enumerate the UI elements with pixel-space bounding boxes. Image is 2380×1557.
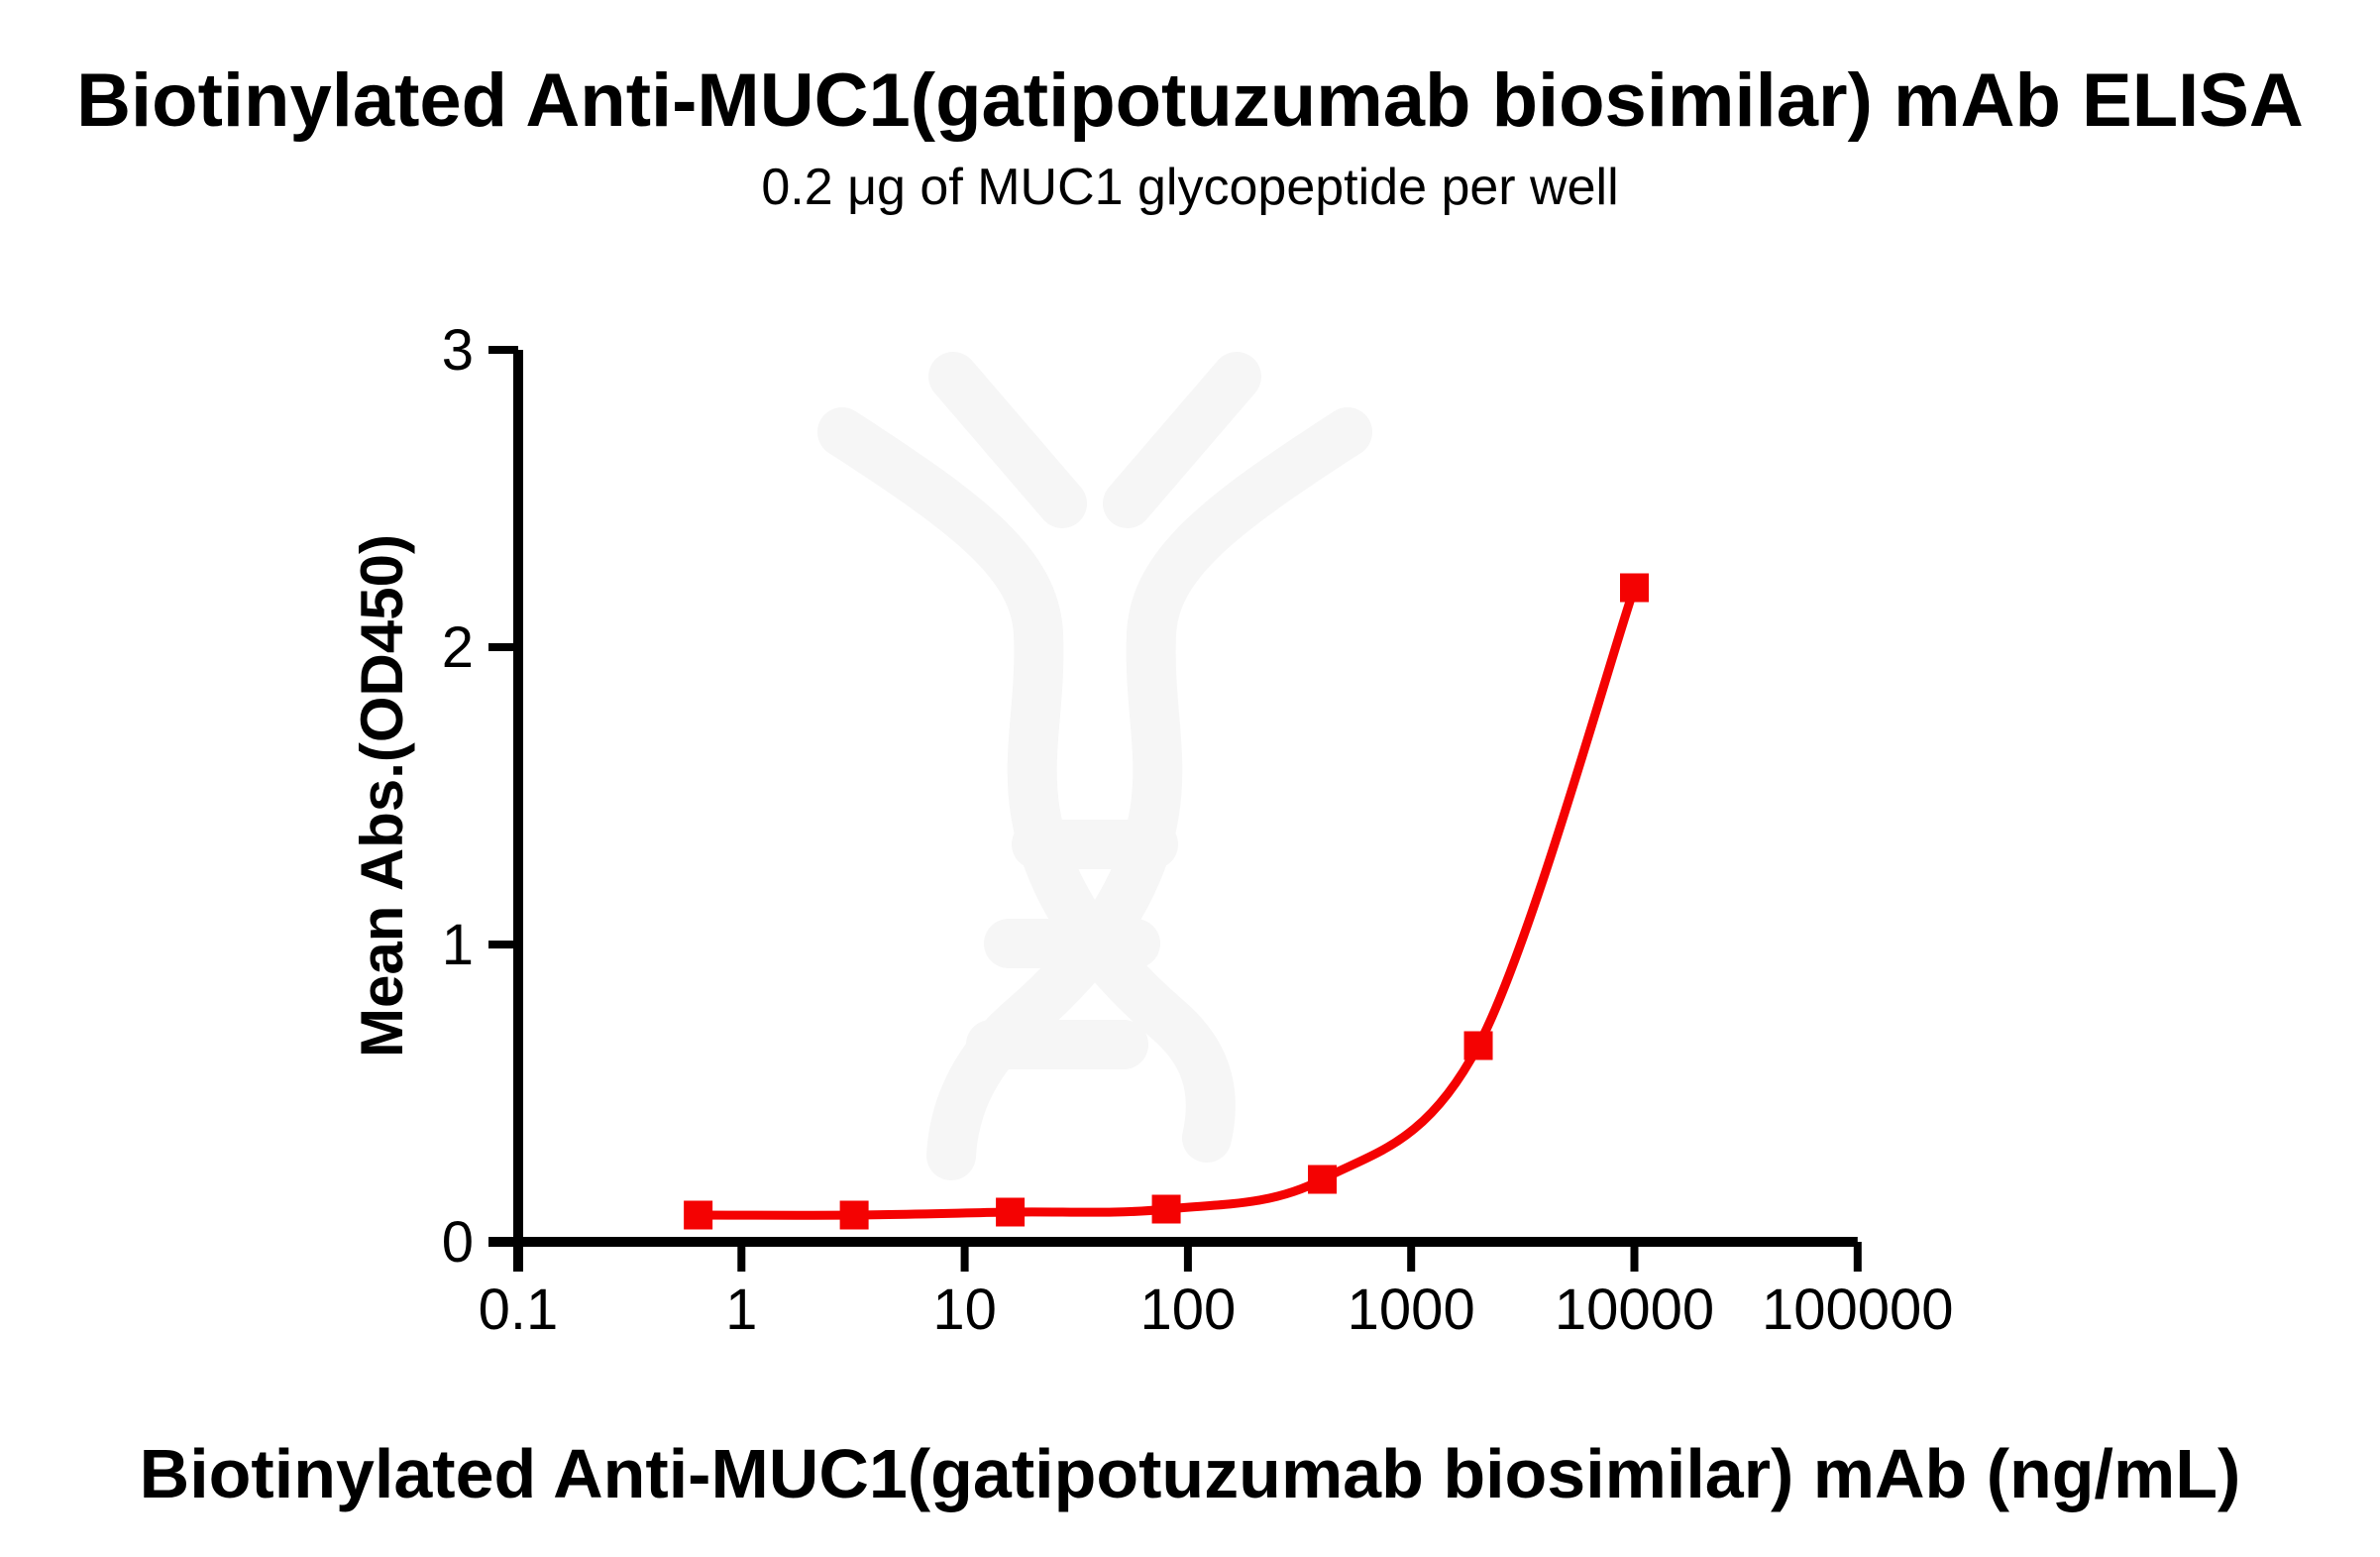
x-tick-label: 10000 <box>1555 1278 1714 1342</box>
x-tick-label: 100 <box>1140 1278 1237 1342</box>
data-point-marker <box>684 1200 713 1230</box>
data-point-marker <box>1308 1165 1338 1194</box>
axis-spines <box>488 350 1858 1272</box>
y-tick-label: 1 <box>442 913 474 977</box>
data-point-marker <box>839 1200 869 1230</box>
x-tick-label: 100000 <box>1762 1278 1954 1342</box>
chart-subtitle: 0.2 μg of MUC1 glycopeptide per well <box>761 159 1619 216</box>
watermark-stroke <box>817 407 1236 1163</box>
data-point-marker <box>996 1197 1026 1227</box>
x-tick-label: 1 <box>725 1278 757 1342</box>
y-tick-label: 3 <box>442 318 474 383</box>
x-tick-label: 10 <box>932 1278 997 1342</box>
x-axis-label: Biotinylated Anti-MUC1(gatipotuzumab bio… <box>139 1435 2241 1512</box>
data-point-marker <box>1620 573 1649 603</box>
data-point-marker <box>1463 1031 1493 1060</box>
y-tick-label: 0 <box>442 1210 474 1275</box>
watermark-stroke <box>1103 352 1261 528</box>
chart-title: Biotinylated Anti-MUC1(gatipotuzumab bio… <box>76 58 2304 143</box>
data-point-marker <box>1151 1194 1181 1224</box>
x-tick-label: 0.1 <box>479 1278 559 1342</box>
y-tick-label: 2 <box>442 615 474 680</box>
x-tick-label: 1000 <box>1348 1278 1475 1342</box>
watermark-antibody-dna-logo <box>817 352 1372 1180</box>
watermark-stroke <box>928 352 1087 528</box>
